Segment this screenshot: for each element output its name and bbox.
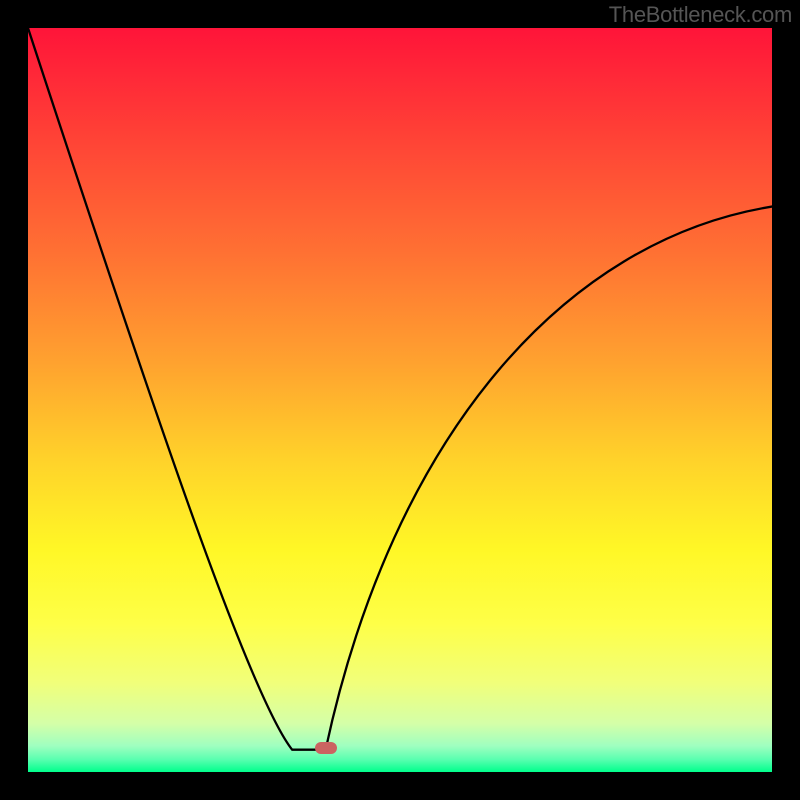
- minimum-marker: [315, 742, 337, 754]
- bottleneck-curve: [28, 28, 772, 750]
- curve-layer: [28, 28, 772, 772]
- plot-area: [28, 28, 772, 772]
- watermark-text: TheBottleneck.com: [609, 2, 792, 28]
